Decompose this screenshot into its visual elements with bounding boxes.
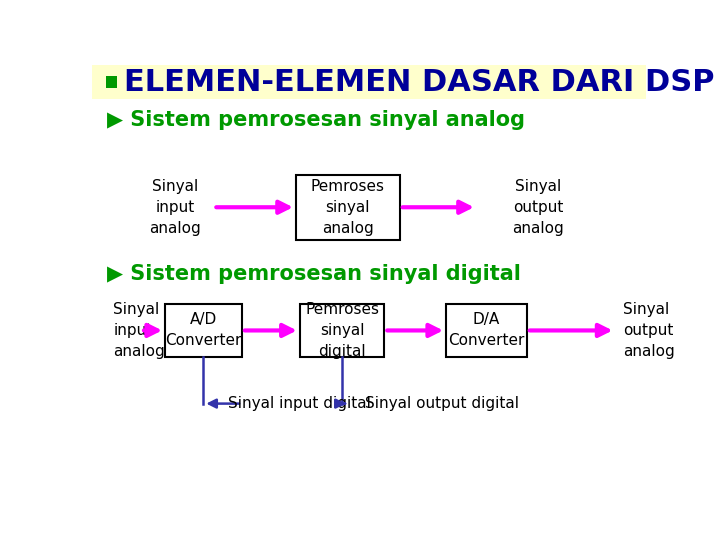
Text: Sinyal
output
analog: Sinyal output analog: [513, 179, 564, 236]
Bar: [446, 303, 527, 357]
Text: ▶ Sistem pemrosesan sinyal digital: ▶ Sistem pemrosesan sinyal digital: [107, 264, 521, 284]
Text: Sinyal
input
analog: Sinyal input analog: [113, 302, 165, 359]
Text: Sinyal output digital: Sinyal output digital: [365, 396, 519, 411]
Text: ELEMEN-ELEMEN DASAR DARI DSP: ELEMEN-ELEMEN DASAR DARI DSP: [124, 68, 715, 97]
Text: Pemroses
sinyal
digital: Pemroses sinyal digital: [305, 302, 379, 359]
Bar: [106, 76, 117, 88]
Bar: [92, 65, 647, 99]
Text: Sinyal
output
analog: Sinyal output analog: [623, 302, 675, 359]
Text: Sinyal
input
analog: Sinyal input analog: [149, 179, 201, 236]
Text: ▶ Sistem pemrosesan sinyal analog: ▶ Sistem pemrosesan sinyal analog: [107, 110, 525, 130]
Bar: [165, 303, 242, 357]
Text: A/D
Converter: A/D Converter: [166, 313, 242, 348]
Bar: [296, 174, 400, 240]
Text: D/A
Converter: D/A Converter: [449, 313, 525, 348]
Text: Sinyal input digital: Sinyal input digital: [228, 396, 371, 411]
Bar: [300, 303, 384, 357]
Text: Pemroses
sinyal
analog: Pemroses sinyal analog: [311, 179, 384, 236]
